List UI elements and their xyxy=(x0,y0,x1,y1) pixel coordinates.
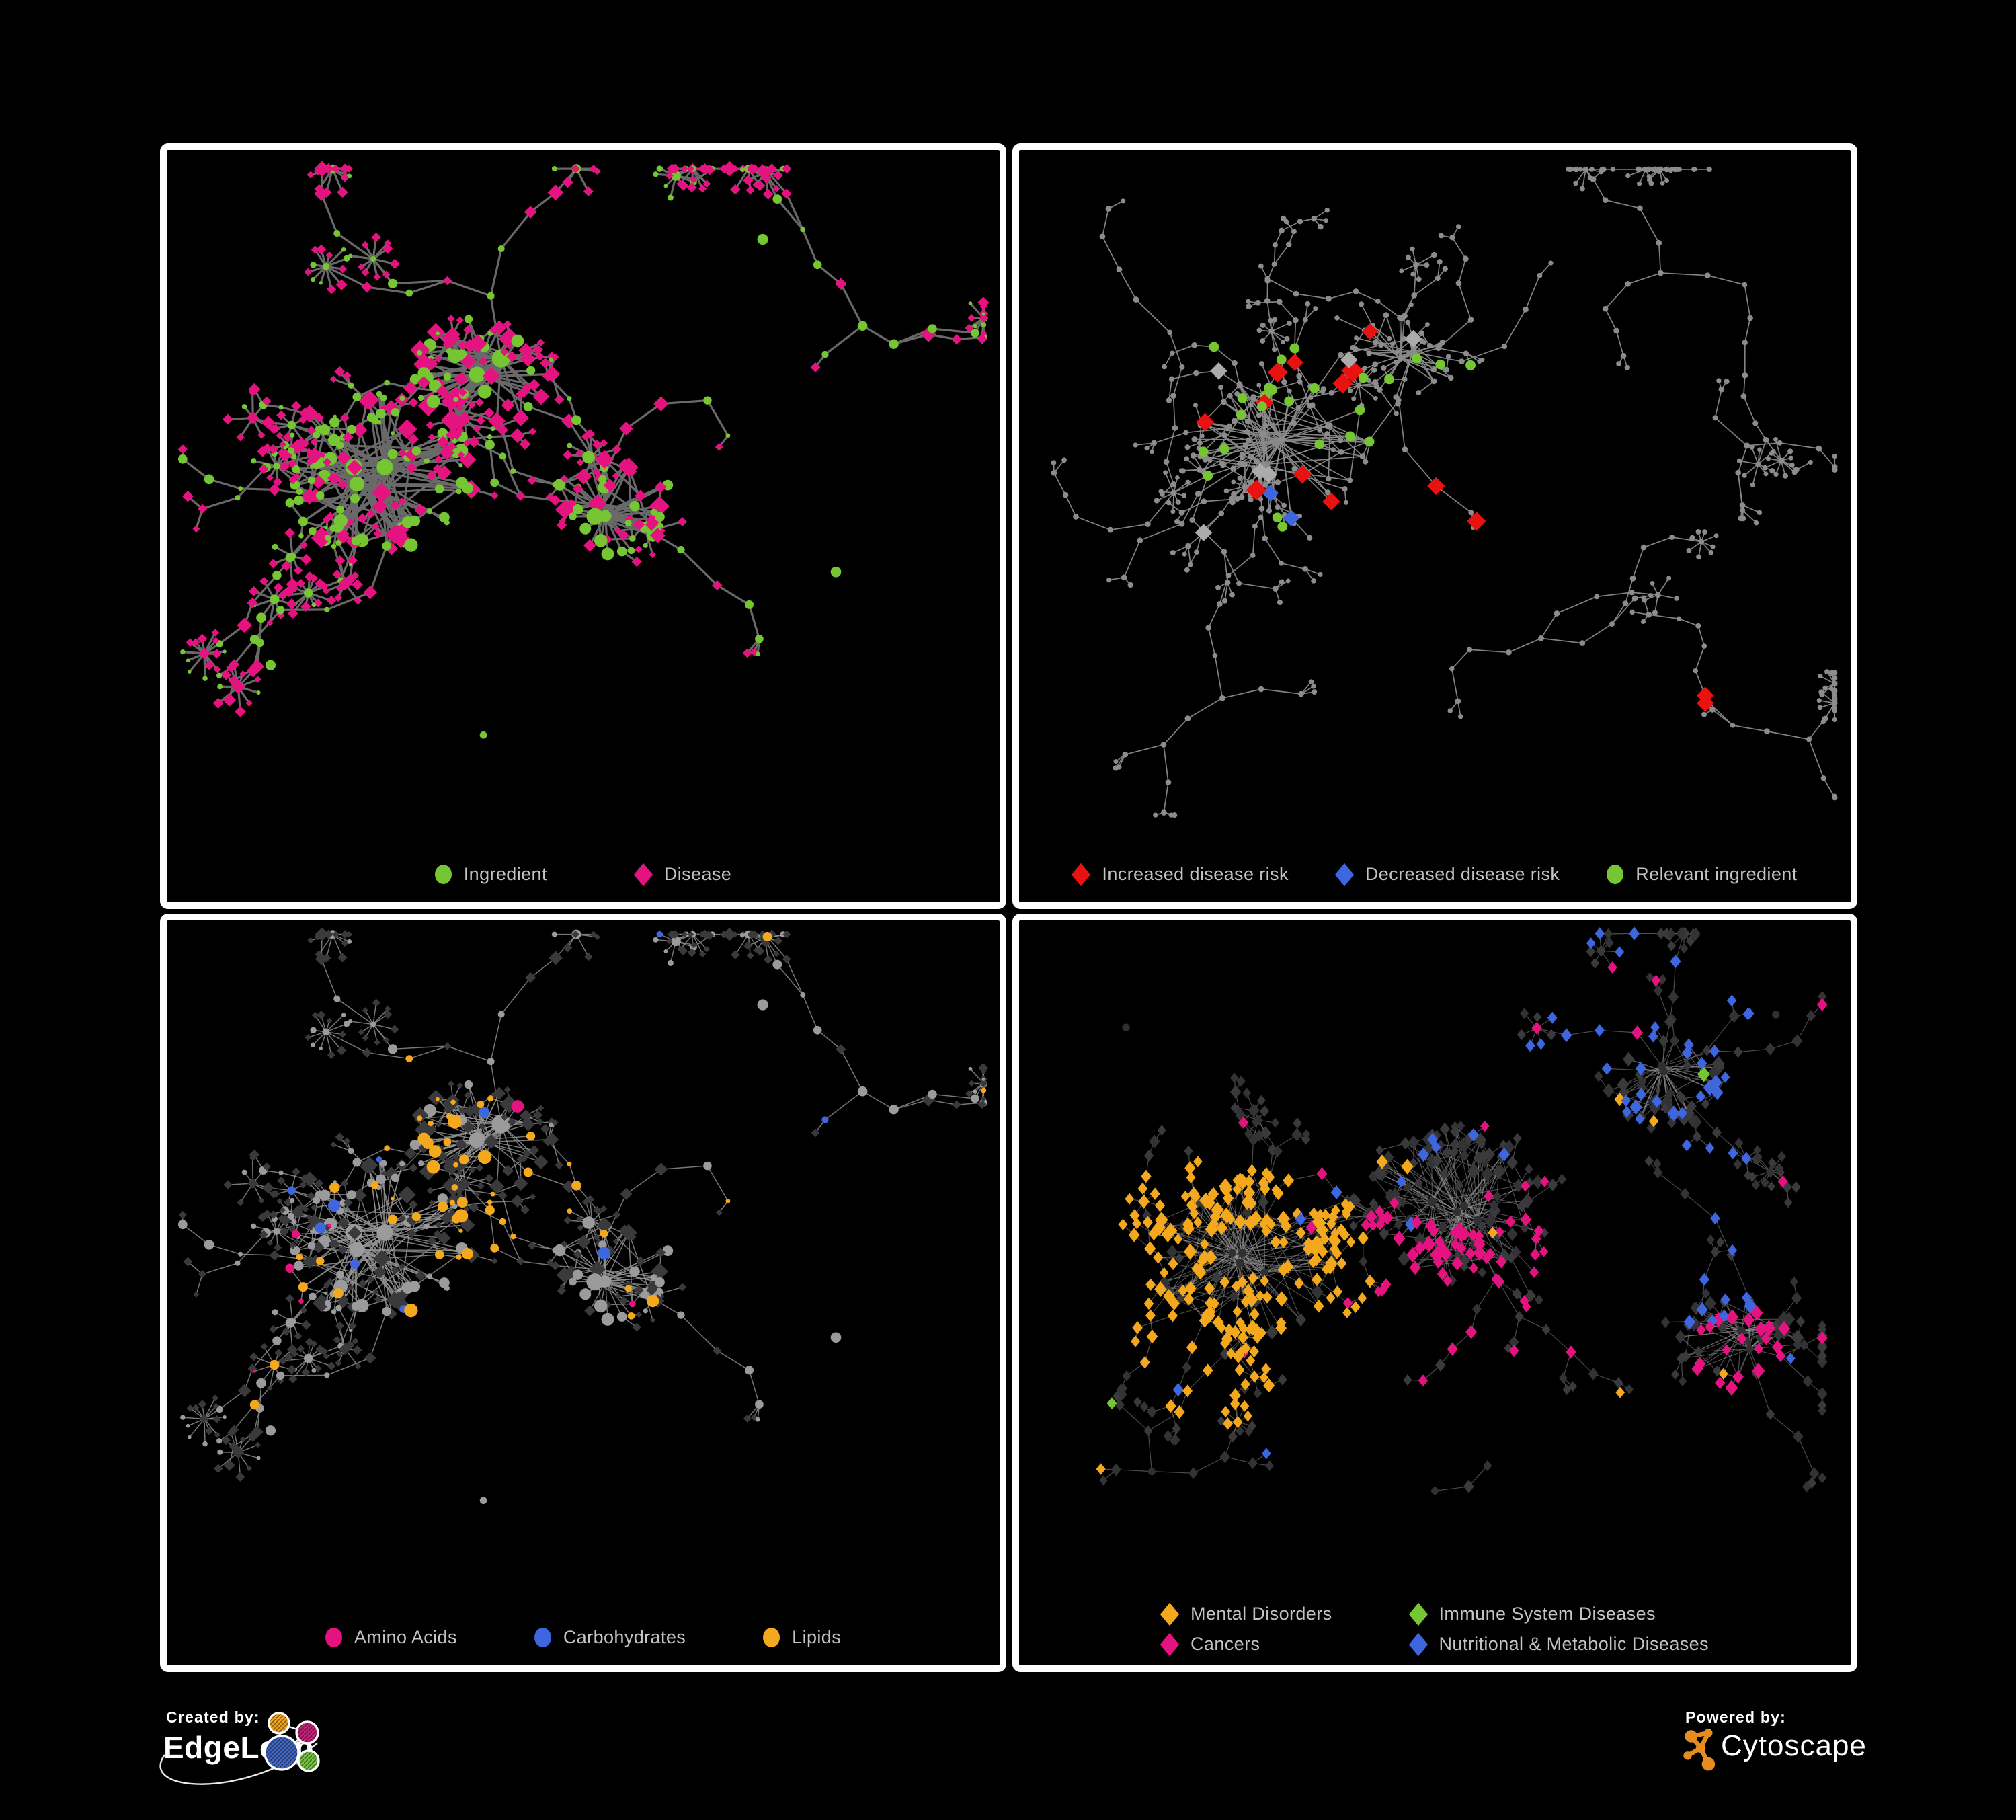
legend-item-disease: Disease xyxy=(633,863,732,886)
legend-label: Disease xyxy=(663,864,732,884)
diamond-swatch-icon xyxy=(1334,863,1355,886)
legend-label: Immune System Diseases xyxy=(1439,1604,1656,1624)
panel-nutrient-classes: Amino Acids Carbohydrates Lipids xyxy=(160,914,1006,1672)
ingredient-disease-legend: Ingredient Disease xyxy=(167,863,1000,886)
legend-label: Relevant ingredient xyxy=(1636,864,1798,884)
legend-label: Cancers xyxy=(1191,1634,1260,1654)
cytoscape-logo-icon xyxy=(1683,1729,1716,1771)
created-by-label: Created by: xyxy=(166,1708,260,1726)
diamond-swatch-icon xyxy=(1160,1602,1180,1626)
circle-swatch-icon xyxy=(534,1628,551,1647)
legend-item-carbohydrates: Carbohydrates xyxy=(534,1627,686,1648)
nutrient-classes-legend: Amino Acids Carbohydrates Lipids xyxy=(167,1627,1000,1648)
diamond-swatch-icon xyxy=(633,863,653,886)
legend-label: Increased disease risk xyxy=(1102,864,1289,884)
ingredient-disease-network xyxy=(177,161,990,739)
diamond-swatch-icon xyxy=(1160,1632,1180,1656)
legend-item-amino-acids: Amino Acids xyxy=(325,1627,457,1648)
legend-label: Nutritional & Metabolic Diseases xyxy=(1439,1634,1709,1654)
disease-risk-legend: Increased disease risk Decreased disease … xyxy=(1019,863,1851,886)
diamond-swatch-icon xyxy=(1408,1632,1428,1656)
legend-item-mental-disorders: Mental Disorders xyxy=(1160,1602,1332,1626)
legend-label: Mental Disorders xyxy=(1191,1604,1332,1624)
nutrient-classes-network xyxy=(177,927,989,1505)
diamond-swatch-icon xyxy=(1072,863,1091,886)
legend-label: Decreased disease risk xyxy=(1365,864,1560,884)
legend-item-relevant-ingredient: Relevant ingredient xyxy=(1607,864,1797,885)
legend-item-immune-system-diseases: Immune System Diseases xyxy=(1408,1602,1709,1626)
legend-label: Lipids xyxy=(792,1627,842,1647)
panel-ingredient-disease: Ingredient Disease xyxy=(160,143,1006,909)
legend-label: Carbohydrates xyxy=(563,1627,686,1647)
legend-item-lipids: Lipids xyxy=(763,1627,841,1648)
circle-swatch-icon xyxy=(763,1628,780,1647)
circle-swatch-icon xyxy=(434,865,452,884)
legend-item-ingredient: Ingredient xyxy=(434,864,547,885)
legend-item-cancers: Cancers xyxy=(1160,1632,1332,1656)
diamond-swatch-icon xyxy=(1408,1602,1428,1626)
legend-label: Amino Acids xyxy=(354,1627,457,1647)
disease-classes-network xyxy=(1096,926,1828,1495)
legend-item-nutritional-metabolic-diseases: Nutritional & Metabolic Diseases xyxy=(1408,1632,1709,1656)
disease-classes-legend: Mental Disorders Immune System Diseases Ca… xyxy=(1019,1602,1851,1656)
panel-disease-classes: Mental Disorders Immune System Diseases Ca… xyxy=(1012,914,1857,1672)
circle-swatch-icon xyxy=(1607,865,1624,884)
legend-item-increased-disease-risk: Increased disease risk xyxy=(1072,863,1289,886)
legend-label: Ingredient xyxy=(463,864,547,884)
cytoscape-brand-text: Cytoscape xyxy=(1721,1729,1867,1762)
circle-swatch-icon xyxy=(325,1628,342,1647)
powered-by-label: Powered by: xyxy=(1685,1708,1786,1726)
legend-item-decreased-disease-risk: Decreased disease risk xyxy=(1334,863,1560,886)
disease-risk-network xyxy=(1051,166,1838,818)
panel-disease-risk: Increased disease risk Decreased disease … xyxy=(1012,143,1857,909)
edgeleap-logo-icon xyxy=(159,1712,320,1785)
